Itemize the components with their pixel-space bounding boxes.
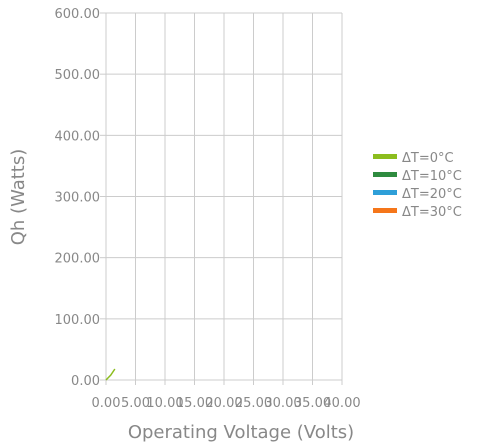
y-tick-label: 0.00 bbox=[71, 374, 100, 389]
y-tick-label: 100.00 bbox=[55, 313, 101, 328]
legend-swatch-1 bbox=[373, 172, 397, 177]
legend-label-3: ΔT=30°C bbox=[402, 205, 462, 220]
x-tick-labels: 0.00 5.0010.0015.0020.0025.0030.0035.0040… bbox=[92, 396, 361, 411]
series-line-0 bbox=[105, 368, 116, 381]
x-axis-title: Operating Voltage (Volts) bbox=[128, 422, 354, 443]
legend: ΔT=0°C ΔT=10°C ΔT=20°C ΔT=30°C bbox=[373, 151, 462, 220]
y-tick-label: 200.00 bbox=[55, 252, 101, 267]
y-tick-labels: 0.00 100.00 200.00 300.00 400.00 500.00 600.00 bbox=[55, 7, 101, 389]
y-axis-title: Qh (Watts) bbox=[8, 149, 29, 246]
grid bbox=[100, 12, 343, 385]
x-tick-label: 35.00 bbox=[294, 396, 331, 411]
legend-label-2: ΔT=20°C bbox=[402, 187, 462, 202]
legend-swatch-3 bbox=[373, 208, 397, 213]
legend-label-0: ΔT=0°C bbox=[402, 151, 454, 166]
x-tick-label: 15.00 bbox=[176, 396, 213, 411]
y-tick-label: 300.00 bbox=[55, 191, 101, 206]
x-tick-label: 0.00 bbox=[92, 396, 121, 411]
x-tick-label: 25.00 bbox=[235, 396, 272, 411]
series-lines bbox=[105, 368, 116, 381]
legend-swatch-2 bbox=[373, 190, 397, 195]
x-tick-label: 10.00 bbox=[146, 396, 183, 411]
y-tick-label: 400.00 bbox=[55, 129, 101, 144]
y-tick-label: 500.00 bbox=[55, 68, 101, 83]
x-tick-label: 30.00 bbox=[264, 396, 301, 411]
x-tick-label: 20.00 bbox=[205, 396, 242, 411]
x-tick-label: 40.00 bbox=[323, 396, 360, 411]
legend-swatch-0 bbox=[373, 154, 397, 159]
y-tick-label: 600.00 bbox=[55, 7, 101, 22]
x-tick-label: 5.00 bbox=[121, 396, 150, 411]
legend-label-1: ΔT=10°C bbox=[402, 169, 462, 184]
